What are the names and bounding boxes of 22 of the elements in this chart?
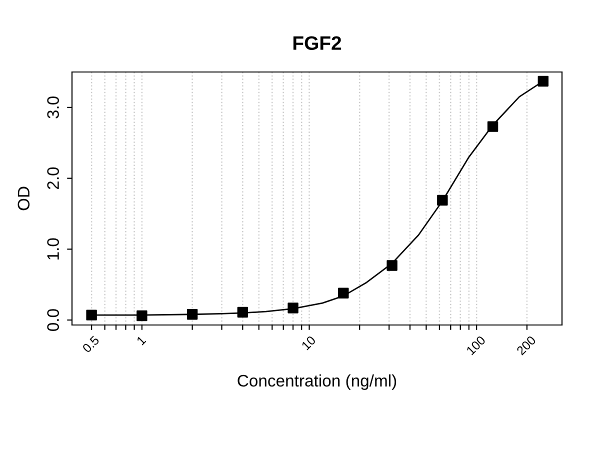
point <box>86 310 97 320</box>
y-tick-label: 1.0 <box>47 238 59 260</box>
point <box>237 306 248 318</box>
point <box>338 288 349 298</box>
chart-title: FGF2 <box>293 36 342 50</box>
x-tick-label: 100 <box>466 335 486 356</box>
x-axis-title: Concentration (ng/ml) <box>238 374 396 390</box>
point <box>487 121 498 132</box>
x-tick-label: 0.5 <box>82 335 100 354</box>
x-tick-label: 10 <box>301 335 316 350</box>
point <box>538 76 549 87</box>
x-tick-label: 1 <box>136 335 146 346</box>
point <box>136 310 148 322</box>
y-tick-label: 0.0 <box>47 309 59 331</box>
y-axis-title: OD <box>18 186 30 210</box>
y-tick-label: 2.0 <box>47 167 59 190</box>
x-tick-label: 200 <box>516 335 536 356</box>
point <box>386 260 398 271</box>
point <box>186 309 198 320</box>
point <box>437 194 448 206</box>
point <box>288 302 298 314</box>
y-tick-label: 3.0 <box>47 96 59 118</box>
